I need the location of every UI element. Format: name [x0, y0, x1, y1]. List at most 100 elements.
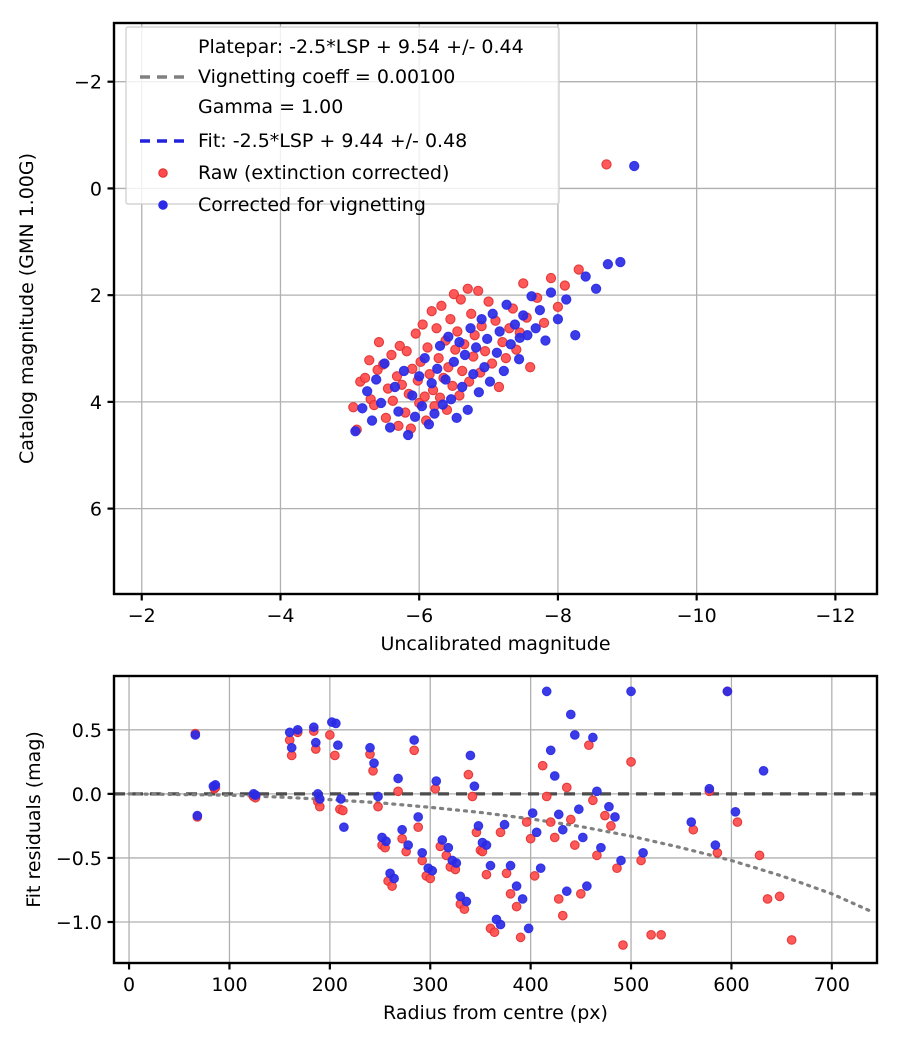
data-point — [704, 783, 715, 794]
data-point — [459, 349, 471, 361]
data-point — [384, 422, 396, 433]
data-point — [505, 888, 516, 899]
data-point — [338, 805, 348, 816]
data-point — [537, 760, 548, 771]
data-point — [454, 336, 465, 348]
data-point — [588, 732, 598, 743]
data-point — [443, 842, 454, 853]
data-point — [629, 160, 640, 172]
data-point — [433, 352, 444, 364]
data-point — [557, 824, 568, 835]
data-point — [457, 381, 468, 393]
xtick-label: 0 — [123, 974, 135, 996]
data-point — [413, 822, 424, 833]
data-point — [565, 709, 576, 720]
data-point — [473, 821, 484, 831]
data-point — [431, 776, 442, 786]
data-point — [481, 869, 492, 880]
data-point — [722, 686, 733, 697]
data-point — [518, 278, 529, 289]
data-point — [366, 415, 378, 426]
data-point — [487, 308, 498, 319]
data-point — [468, 368, 479, 380]
data-point — [401, 346, 412, 357]
data-point — [527, 808, 538, 818]
series-raw — [348, 159, 612, 435]
data-point — [545, 745, 556, 756]
data-point — [565, 814, 576, 825]
data-point — [364, 355, 375, 366]
data-point — [403, 840, 414, 850]
data-point — [497, 336, 508, 348]
data-point — [529, 871, 540, 881]
data-point — [417, 319, 428, 330]
data-point — [525, 362, 536, 373]
data-point — [286, 742, 297, 753]
x-axis-label: Uncalibrated magnitude — [380, 633, 610, 655]
data-point — [284, 727, 295, 738]
data-point — [426, 378, 437, 389]
data-point — [484, 376, 496, 387]
data-point — [553, 894, 564, 904]
data-point — [371, 374, 382, 385]
data-point — [331, 718, 341, 729]
data-point — [359, 372, 371, 384]
data-point — [559, 280, 571, 291]
data-point — [462, 404, 473, 416]
data-point — [362, 386, 373, 397]
data-point — [461, 896, 472, 907]
data-point — [407, 390, 418, 401]
ytick-label: 2 — [90, 285, 102, 307]
data-point — [549, 832, 560, 843]
data-point — [531, 827, 542, 838]
data-point — [656, 929, 667, 940]
data-point — [494, 326, 505, 337]
xtick-label: 100 — [211, 974, 247, 996]
data-point — [561, 782, 572, 793]
data-point — [596, 842, 606, 853]
xtick-label: 200 — [312, 974, 348, 996]
data-point — [416, 401, 428, 412]
data-point — [447, 380, 458, 392]
data-point — [373, 801, 383, 812]
plot-area — [114, 686, 877, 950]
xtick-label: 500 — [613, 974, 649, 996]
legend: Platepar: -2.5*LSP + 9.54 +/- 0.44 Vignet… — [125, 26, 560, 216]
data-point — [600, 810, 610, 821]
data-point — [514, 332, 525, 344]
xtick-label: −4 — [266, 605, 294, 627]
data-point — [457, 365, 468, 377]
data-point — [540, 335, 551, 346]
data-point — [413, 812, 424, 822]
data-point — [465, 750, 476, 761]
data-point — [501, 299, 512, 310]
data-point — [452, 326, 463, 337]
data-point — [561, 294, 572, 305]
data-point — [534, 304, 546, 316]
data-point — [552, 301, 564, 313]
data-point — [557, 910, 568, 921]
data-point — [473, 387, 485, 398]
xtick-label: 600 — [713, 974, 749, 996]
data-point — [513, 354, 525, 365]
xtick-label: −2 — [128, 605, 156, 627]
data-point — [626, 686, 636, 697]
data-point — [398, 365, 410, 377]
data-point — [308, 722, 319, 733]
data-point — [485, 860, 496, 871]
data-point — [410, 328, 421, 339]
data-point — [451, 412, 462, 424]
data-point — [582, 881, 592, 891]
data-point — [417, 847, 428, 858]
data-point — [414, 371, 425, 382]
data-point — [448, 356, 460, 368]
data-point — [434, 340, 446, 352]
data-point — [610, 812, 620, 822]
data-point — [569, 840, 580, 850]
data-point — [500, 352, 512, 364]
data-point — [592, 786, 602, 797]
data-point — [192, 810, 203, 821]
data-point — [505, 860, 516, 871]
data-point — [646, 929, 656, 940]
data-point — [190, 730, 201, 740]
